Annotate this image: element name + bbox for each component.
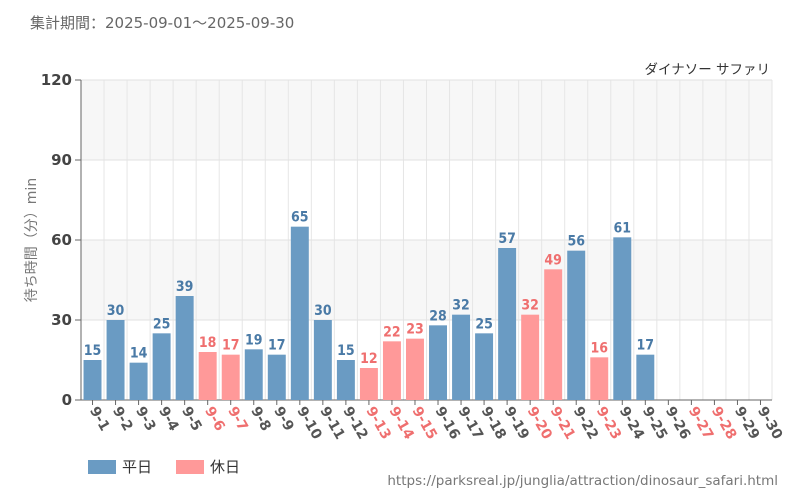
legend-swatch-holiday (176, 459, 205, 474)
bar (429, 325, 447, 400)
x-tick-label: 9-5 (178, 404, 205, 434)
bar (152, 333, 171, 400)
x-tick-label: 9-30 (754, 404, 786, 443)
bar (336, 360, 355, 400)
data-label: 49 (544, 252, 562, 268)
source-link[interactable]: https://parksreal.jp/junglia/attraction/… (387, 473, 778, 489)
bar (636, 354, 655, 400)
bar (244, 349, 263, 400)
y-tick-label: 120 (41, 71, 72, 89)
y-tick-label: 60 (51, 231, 72, 249)
bar (106, 320, 125, 400)
x-tick-label: 9-9 (270, 404, 297, 434)
data-label: 30 (314, 303, 332, 319)
data-label: 23 (406, 322, 424, 338)
data-label: 61 (614, 220, 632, 236)
data-label: 22 (383, 324, 401, 340)
bar (613, 237, 632, 400)
data-label: 15 (84, 343, 102, 359)
bar (382, 341, 401, 400)
period-label: 集計期間：2025-09-01〜2025-09-30 (30, 14, 295, 32)
bar (475, 333, 494, 400)
data-label: 25 (475, 316, 493, 332)
y-axis-label: 待ち時間（分）min (24, 178, 40, 302)
bar (452, 314, 471, 400)
chart-title: ダイナソー サファリ (644, 62, 770, 78)
legend-label-holiday: 休日 (210, 458, 241, 476)
bar (175, 296, 194, 400)
data-label: 32 (452, 298, 470, 314)
bar (267, 354, 286, 400)
bar (198, 352, 217, 400)
x-tick-label: 9-7 (224, 404, 251, 434)
data-label: 57 (498, 231, 516, 247)
bar (567, 250, 586, 400)
bar (359, 368, 378, 400)
data-label: 30 (107, 303, 125, 319)
legend-swatch-weekday (88, 459, 116, 474)
legend-item-weekday: 平日 (88, 456, 152, 477)
data-label: 32 (521, 298, 539, 314)
bar (521, 314, 540, 400)
y-tick-label: 30 (51, 311, 72, 329)
x-tick-label: 9-1 (86, 404, 113, 434)
x-tick-label: 9-3 (132, 404, 159, 434)
data-label: 17 (222, 338, 240, 354)
data-label: 65 (291, 210, 309, 226)
y-tick-label: 0 (62, 391, 72, 409)
x-tick-label: 9-8 (247, 404, 274, 434)
x-tick-label: 9-4 (155, 404, 182, 434)
data-label: 25 (153, 316, 171, 332)
bar (544, 269, 563, 400)
data-label: 15 (337, 343, 355, 359)
data-label: 28 (429, 308, 447, 324)
bar (590, 357, 609, 400)
data-label: 14 (130, 346, 148, 362)
x-tick-label: 9-2 (109, 404, 136, 434)
bar (313, 320, 332, 400)
legend-item-holiday: 休日 (176, 456, 240, 477)
bar (83, 360, 102, 400)
bar (290, 226, 309, 400)
data-label: 18 (199, 335, 217, 351)
data-label: 19 (245, 332, 263, 348)
legend-label-weekday: 平日 (122, 458, 153, 476)
bar (406, 338, 424, 400)
bar (221, 354, 240, 400)
data-label: 17 (268, 338, 286, 354)
bar (498, 248, 517, 400)
y-tick-label: 90 (51, 151, 72, 169)
data-label: 17 (637, 338, 655, 354)
bar (129, 362, 148, 400)
data-label: 39 (176, 279, 194, 295)
legend: 平日 休日 (88, 456, 240, 477)
data-label: 16 (590, 340, 608, 356)
x-tick-label: 9-6 (201, 404, 228, 434)
data-label: 56 (567, 234, 585, 250)
data-label: 12 (360, 351, 378, 367)
